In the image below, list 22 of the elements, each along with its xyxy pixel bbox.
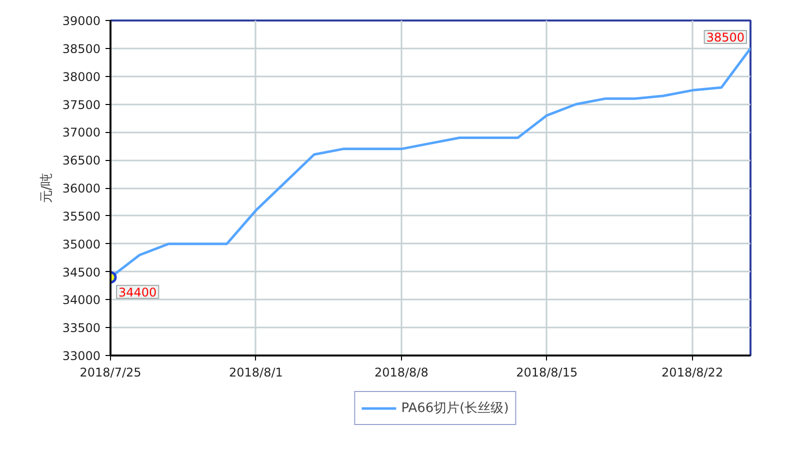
annotation: 38500 [706,30,745,44]
y-tick-label: 39000 [62,14,101,28]
x-tick-label: 2018/8/15 [516,366,578,380]
y-axis-title: 元/吨 [39,172,54,204]
x-tick-label: 2018/8/1 [229,366,283,380]
y-tick-label: 38500 [62,42,101,56]
y-tick-label: 36500 [62,154,101,168]
y-tick-label: 38000 [62,70,101,84]
y-tick-label: 37000 [62,126,101,140]
y-tick-label: 35000 [62,237,101,252]
y-tick-label: 37500 [62,98,101,112]
y-tick-label: 34500 [62,265,101,280]
legend-label: PA66切片(长丝级) [401,400,509,417]
y-tick-label: 33500 [62,321,101,336]
y-tick-label: 34000 [62,293,101,308]
x-tick-label: 2018/7/25 [80,366,142,380]
x-tick-label: 2018/8/22 [662,366,724,380]
y-tick-label: 33000 [62,349,101,363]
x-tick-label: 2018/8/8 [374,366,428,380]
y-tick-label: 35500 [62,209,101,224]
annotation: 34400 [118,285,157,300]
y-tick-label: 36000 [62,182,101,196]
